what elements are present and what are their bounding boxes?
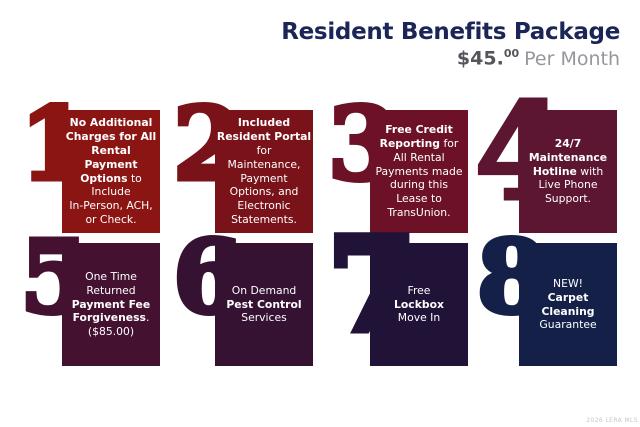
benefit-card: NEW! Carpet Cleaning Guarantee — [519, 243, 617, 366]
benefit-text-line: Guarantee — [539, 318, 597, 332]
benefit-text-line: Hotline with — [532, 164, 604, 178]
benefit-card: On Demand Pest Control Services — [215, 243, 313, 366]
benefit-text-line: No Additional — [69, 116, 153, 130]
price-cents: 00 — [503, 47, 520, 61]
benefit-text-line: Support. — [544, 192, 592, 206]
price-period: Per Month — [524, 47, 620, 70]
benefit-text-line: One Time — [85, 270, 137, 283]
benefit-card: No Additional Charges for All Rental Paymen… — [62, 110, 160, 233]
benefit-text-line: Free Credit — [385, 123, 453, 137]
benefit-text-line: or Check. — [85, 212, 137, 226]
benefit-block-6: 6 On Demand Pest Control Services — [171, 225, 323, 366]
benefit-block-2: 2 Included Resident Portal for Maintenance,… — [171, 92, 323, 233]
benefit-text-line: Payment Fee — [71, 297, 151, 311]
benefit-text-line: Statements. — [231, 212, 297, 226]
benefit-text-line: Services — [241, 311, 287, 325]
benefit-text-line: Options to — [80, 171, 142, 185]
benefit-text-line: Move In — [397, 311, 441, 325]
benefit-text-line: Live Phone — [538, 178, 598, 192]
benefit-text-line: 24/7 — [554, 137, 582, 150]
benefit-text-line: TransUnion. — [387, 205, 451, 219]
header: Resident Benefits Package $45.00 Per Mont… — [281, 19, 620, 70]
benefit-text-line: during this — [390, 178, 448, 192]
benefit-text-line: Charges for All — [65, 130, 157, 144]
benefit-text-line: Returned — [86, 283, 136, 297]
benefit-text-line: Payment — [240, 171, 288, 185]
benefit-block-8: 8 NEW! Carpet Cleaning Guarantee — [475, 225, 627, 366]
benefit-text-line: Forgiveness. — [72, 311, 150, 325]
benefit-card: One Time Returned Payment Fee Forgiveness.(… — [62, 243, 160, 366]
benefit-text-line: All Rental — [393, 150, 445, 164]
benefit-text-line: for — [256, 143, 272, 157]
price-line: $45.00 Per Month — [281, 48, 620, 69]
benefit-text-line: Options, and — [229, 185, 299, 199]
benefit-text-line: Maintenance — [528, 150, 608, 164]
benefit-block-3: 3 Free Credit Reporting for All Rental Paym… — [326, 92, 478, 233]
watermark: 2026 LERA MLS — [586, 417, 638, 424]
benefit-text-line: Include — [91, 185, 131, 199]
benefit-text-line: ($85.00) — [87, 325, 135, 339]
price-amount: $45. — [456, 47, 504, 70]
benefit-text-line: Free — [407, 283, 431, 297]
benefit-text-line: Lockbox — [394, 297, 444, 311]
benefit-text-line: Rental — [91, 143, 131, 157]
benefit-text-line: Payment — [84, 157, 138, 171]
benefit-text-line: In-Person, ACH, — [69, 199, 153, 213]
benefit-text-line: Payments made — [375, 164, 463, 178]
benefit-card: Free Credit Reporting for All Rental Paymen… — [370, 110, 468, 233]
benefit-text-line: Reporting for — [379, 137, 459, 150]
benefit-card: Included Resident Portal for Maintenance, Pa… — [215, 110, 313, 233]
benefit-text-line: NEW! — [553, 276, 583, 290]
benefit-block-5: 5 One Time Returned Payment Fee Forgiveness… — [18, 225, 170, 366]
benefit-text-line: Resident Portal — [216, 130, 312, 144]
benefit-text-line: Cleaning — [541, 304, 595, 318]
page-title: Resident Benefits Package — [281, 19, 620, 45]
benefit-text-line: Included — [237, 116, 291, 130]
benefit-text-line: Lease to — [396, 192, 442, 206]
benefit-text-line: On Demand — [231, 283, 297, 297]
benefit-card: 24/7 Maintenance Hotline with Live Phone Sup… — [519, 110, 617, 233]
benefit-text-line: Carpet — [547, 290, 589, 304]
benefit-card: Free Lockbox Move In — [370, 243, 468, 366]
benefit-text-line: Electronic — [237, 199, 291, 213]
benefit-text-line: Maintenance, — [227, 157, 301, 171]
benefit-block-1: 1 No Additional Charges for All Rental Paym… — [18, 92, 170, 233]
benefit-text-line: Pest Control — [226, 297, 302, 311]
